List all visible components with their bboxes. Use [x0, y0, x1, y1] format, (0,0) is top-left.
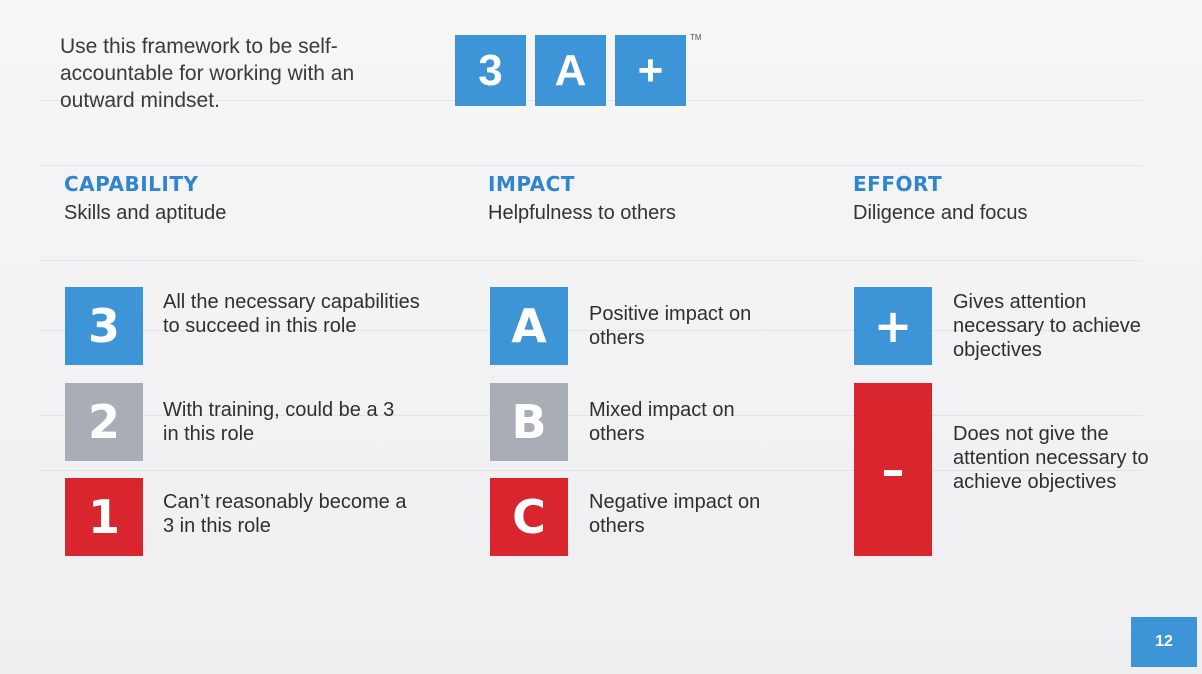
column-title: CAPABILITY — [64, 172, 199, 196]
column-title: EFFORT — [853, 172, 943, 196]
impact-desc-c: Negative impact on others — [589, 491, 761, 537]
page-number: 12 — [1131, 617, 1197, 667]
trademark-mark: TM — [690, 33, 702, 42]
effort-tile-minus: – — [854, 383, 932, 556]
impact-desc-b: Mixed impact on others — [589, 399, 735, 445]
impact-desc-a: Positive impact on others — [589, 303, 752, 349]
effort-desc-minus: Does not give the attention necessary to… — [953, 423, 1149, 493]
effort-desc-plus: Gives attention necessary to achieve obj… — [953, 291, 1141, 361]
impact-tile-a: A — [490, 287, 568, 365]
capability-desc-1: Can’t reasonably become a 3 in this role — [163, 491, 407, 537]
capability-tile-1: 1 — [65, 478, 143, 556]
column-subtitle: Helpfulness to others — [488, 202, 676, 224]
impact-tile-b: B — [490, 383, 568, 461]
impact-tile-c: C — [490, 478, 568, 556]
capability-tile-2: 2 — [65, 383, 143, 461]
impact-header: IMPACT Helpfulness to others — [488, 172, 676, 225]
capability-desc-3: All the necessary capabilities to succee… — [163, 291, 420, 337]
logo-tile-plus: + — [615, 35, 686, 106]
column-subtitle: Diligence and focus — [853, 202, 1028, 224]
effort-header: EFFORT Diligence and focus — [853, 172, 1028, 225]
column-subtitle: Skills and aptitude — [64, 202, 227, 224]
effort-tile-plus: + — [854, 287, 932, 365]
column-title: IMPACT — [488, 172, 575, 196]
intro-text: Use this framework to be self-accountabl… — [60, 35, 355, 112]
capability-desc-2: With training, could be a 3 in this role — [163, 399, 395, 445]
logo-tile-3: 3 — [455, 35, 526, 106]
capability-header: CAPABILITY Skills and aptitude — [64, 172, 226, 225]
capability-tile-3: 3 — [65, 287, 143, 365]
logo-tile-a: A — [535, 35, 606, 106]
